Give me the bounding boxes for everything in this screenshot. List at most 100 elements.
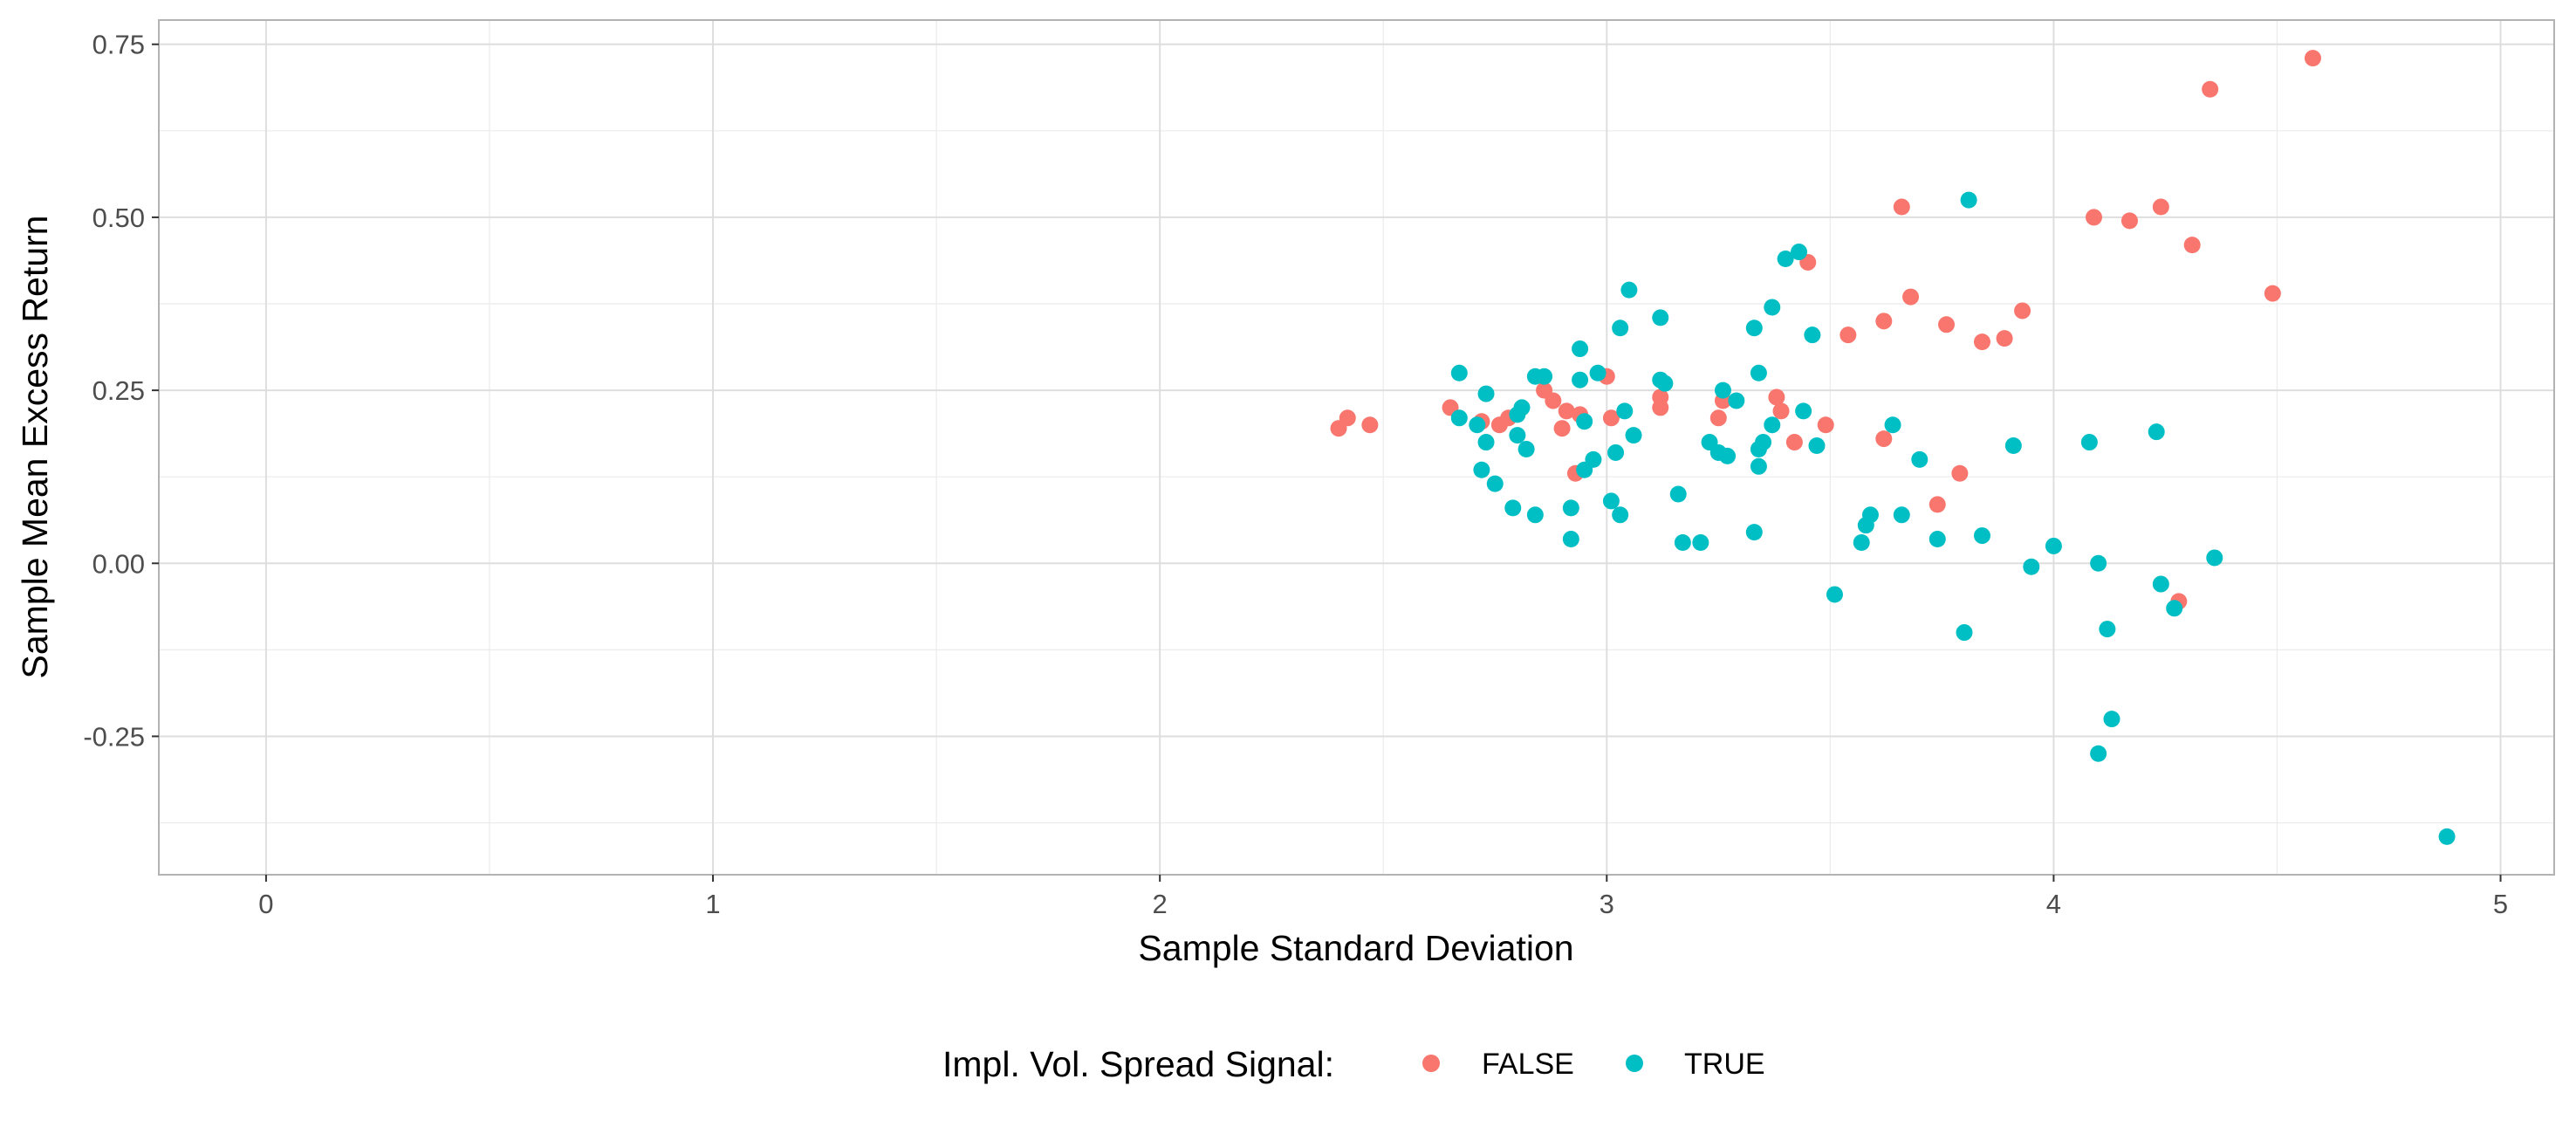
data-point-true: [1509, 427, 1526, 444]
data-point-true: [1853, 533, 1870, 551]
data-point-false: [1652, 388, 1669, 406]
data-point-true: [1620, 281, 1638, 299]
data-point-true: [1602, 492, 1620, 510]
data-point-true: [1893, 506, 1910, 524]
legend-label-false: FALSE: [1482, 1048, 1574, 1081]
data-point-false: [2014, 302, 2031, 320]
data-point-false: [2304, 50, 2321, 67]
major-gridlines: [159, 20, 2554, 875]
y-axis-title: Sample Mean Excess Return: [15, 216, 55, 679]
y-tick-label: -0.25: [83, 721, 145, 752]
x-axis-ticks: 0 1 2 3 4 5: [258, 875, 2508, 919]
data-point-true: [1616, 402, 1634, 420]
data-point-false: [1996, 330, 2013, 347]
data-point-true: [1450, 364, 1468, 381]
data-point-true: [1804, 326, 1821, 344]
data-point-true: [1764, 416, 1781, 434]
data-point-true: [1536, 368, 1553, 385]
data-point-true: [1911, 450, 1929, 468]
data-point-true: [1473, 461, 1490, 478]
data-point-true: [1884, 416, 1901, 434]
data-point-true: [1450, 409, 1468, 427]
data-point-false: [1768, 388, 1785, 406]
data-point-true: [1692, 533, 1709, 551]
data-point-false: [1558, 402, 1575, 420]
data-point-true: [2004, 437, 2022, 455]
data-points: [1330, 50, 2456, 845]
legend-key-true: [1626, 1055, 1643, 1072]
data-point-true: [2023, 558, 2040, 575]
data-point-false: [1875, 313, 1893, 330]
data-point-true: [1572, 340, 1589, 358]
data-point-false: [2120, 212, 2138, 230]
data-point-false: [1902, 288, 1920, 306]
legend-label-true: TRUE: [1684, 1048, 1765, 1081]
data-point-false: [2086, 209, 2103, 226]
x-axis-title: Sample Standard Deviation: [1138, 928, 1573, 968]
data-point-true: [1777, 250, 1794, 267]
data-point-true: [1585, 450, 1602, 468]
data-point-true: [1929, 531, 1946, 548]
data-point-true: [1477, 385, 1495, 402]
data-point-false: [1951, 464, 1969, 482]
data-point-true: [1518, 440, 1535, 457]
data-point-true: [1728, 392, 1745, 409]
x-tick-label: 2: [1153, 889, 1168, 919]
data-point-false: [1553, 420, 1571, 437]
plot-background: [159, 20, 2554, 875]
x-tick-label: 4: [2046, 889, 2061, 919]
data-point-false: [1602, 409, 1620, 427]
plot-panel-border: [158, 19, 2555, 876]
x-tick-label: 1: [705, 889, 720, 919]
data-point-false: [2183, 237, 2201, 254]
y-tick-label: 0.00: [92, 548, 145, 579]
y-tick-label: 0.25: [92, 375, 145, 406]
data-point-true: [1795, 402, 1812, 420]
data-point-true: [1861, 506, 1879, 524]
data-point-false: [1840, 326, 1857, 344]
data-point-true: [1589, 364, 1607, 381]
data-point-true: [1764, 299, 1781, 316]
data-point-false: [2152, 198, 2169, 216]
x-tick-label: 5: [2493, 889, 2508, 919]
data-point-true: [1486, 475, 1504, 492]
data-point-true: [1973, 527, 1990, 545]
data-point-true: [2090, 745, 2107, 762]
data-point-true: [1791, 244, 1808, 261]
data-point-true: [1719, 447, 1737, 464]
data-point-false: [1361, 416, 1379, 434]
data-point-true: [1576, 413, 1593, 430]
data-point-true: [1826, 586, 1843, 603]
data-point-true: [2103, 711, 2120, 728]
data-point-true: [1808, 437, 1826, 455]
data-point-true: [2152, 575, 2169, 593]
data-point-true: [1526, 506, 1544, 524]
data-point-true: [1745, 320, 1763, 337]
data-point-false: [2202, 80, 2219, 98]
legend-title: Impl. Vol. Spread Signal:: [942, 1044, 1334, 1084]
data-point-true: [2166, 600, 2183, 617]
data-point-true: [1469, 416, 1486, 434]
data-point-true: [2080, 434, 2098, 451]
data-point-true: [1652, 309, 1669, 326]
y-tick-label: 0.75: [92, 30, 145, 60]
data-point-true: [1477, 434, 1495, 451]
minor-gridlines: [159, 20, 2554, 875]
data-point-true: [1612, 320, 1629, 337]
data-point-true: [1956, 624, 1973, 642]
data-point-false: [1938, 316, 1956, 333]
x-tick-label: 0: [258, 889, 273, 919]
data-point-true: [2099, 621, 2116, 638]
data-point-true: [1607, 443, 1625, 461]
data-point-true: [1656, 375, 1674, 392]
data-point-true: [1504, 499, 1522, 517]
data-point-false: [1973, 333, 1990, 351]
data-point-true: [1750, 457, 1767, 475]
data-point-true: [2438, 828, 2456, 845]
data-point-false: [1772, 402, 1790, 420]
data-point-true: [2090, 554, 2107, 572]
data-point-true: [1562, 531, 1579, 548]
data-point-true: [1612, 506, 1629, 524]
x-tick-label: 3: [1600, 889, 1614, 919]
data-point-true: [1572, 371, 1589, 388]
